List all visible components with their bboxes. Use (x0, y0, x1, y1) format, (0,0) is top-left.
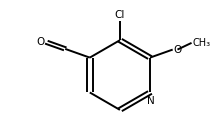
Text: Cl: Cl (115, 10, 125, 20)
Text: N: N (147, 96, 155, 106)
Text: O: O (174, 45, 182, 55)
Text: CH₃: CH₃ (193, 38, 211, 48)
Text: O: O (36, 37, 44, 47)
